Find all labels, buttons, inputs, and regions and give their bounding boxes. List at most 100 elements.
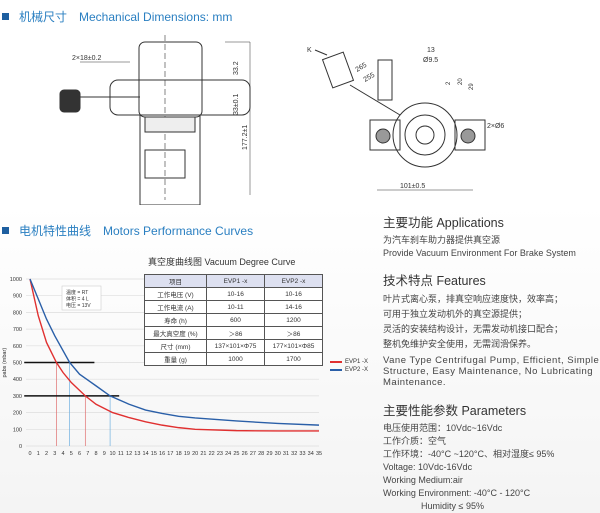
y-tick-label: 100 [13,427,22,433]
x-tick-label: 10 [110,451,116,457]
x-tick-label: 32 [291,451,297,457]
svg-text:Ø9.5: Ø9.5 [423,57,438,64]
x-tick-label: 20 [192,451,198,457]
table-cell: 最大真空度 (%) [144,326,207,340]
y-tick-label: 900 [13,294,22,300]
x-tick-label: 21 [200,451,206,457]
series-line-2 [29,278,320,426]
x-tick-label: 19 [184,451,190,457]
table-cell: EVP2 -x [264,274,323,288]
condition-text: 温度 = RT [66,289,88,296]
table-header-row: 项目 EVP1 -x EVP2 -x [144,274,323,288]
x-tick-label: 22 [209,451,215,457]
y-axis-label: pabs (mbar) [2,348,8,378]
x-tick-label: 3 [53,451,56,457]
table-cell: 10-11 [206,300,265,314]
x-tick-label: 0 [28,451,31,457]
x-tick-label: 5 [70,451,73,457]
right-panel: 主要功能 Applications 为汽车刹车助力器提供真空源 Provide … [383,212,600,513]
svg-text:2×Ø6: 2×Ø6 [487,123,504,130]
svg-text:101±0.5: 101±0.5 [400,183,425,190]
chart-title: 真空度曲线图 Vacuum Degree Curve [148,257,296,267]
y-tick-label: 300 [13,394,22,400]
svg-text:33±0.1: 33±0.1 [233,94,240,115]
x-tick-label: 12 [126,451,132,457]
svg-text:2: 2 [446,81,452,85]
x-tick-label: 23 [217,451,223,457]
pump-top-view-drawing: K 265 255 13 Ø9.5 2 20 29 2×Ø6 101±0.5 [307,47,504,191]
svg-text:255: 255 [363,72,377,84]
table-cell: 1200 [264,313,323,327]
svg-text:13: 13 [427,47,435,54]
table-cell: 10-16 [264,287,323,301]
perf-section-header: 电机特性曲线 Motors Performance Curves [2,222,253,239]
x-tick-label: 14 [143,451,149,457]
y-tick-label: 800 [13,310,22,316]
y-tick-label: 1000 [10,277,22,283]
x-tick-label: 16 [159,451,165,457]
y-tick-label: 700 [13,327,22,333]
legend-item: EVP2 -X [330,366,368,374]
x-tick-label: 35 [316,451,322,457]
legend-item: EVP1 -X [330,358,368,366]
table-cell: EVP1 -x [206,274,265,288]
table-cell: ＞86 [206,326,265,340]
svg-text:33.2: 33.2 [233,61,240,75]
legend-swatch [330,361,342,363]
table-cell: 寿命 (h) [144,313,207,327]
legend-label: EVP2 -X [345,367,369,373]
y-tick-label: 500 [13,361,22,367]
spec-table: 项目 EVP1 -x EVP2 -x 工作电压 (V) 10-16 10-16 工作电流 (… [144,274,323,366]
x-tick-label: 17 [167,451,173,457]
table-row: 重量 (g) 1000 1700 [144,352,323,366]
y-tick-label: 400 [13,377,22,383]
table-row: 工作电压 (V) 10-16 10-16 [144,287,323,301]
table-cell: 1000 [206,352,265,366]
x-tick-label: 29 [266,451,272,457]
legend-label: EVP1 -X [345,359,369,365]
y-tick-label: 0 [19,444,22,450]
x-tick-label: 30 [275,451,281,457]
x-tick-label: 31 [283,451,289,457]
svg-text:20: 20 [458,78,464,85]
table-row: 寿命 (h) 600 1200 [144,313,323,327]
table-cell: 600 [206,313,265,327]
x-tick-label: 13 [134,451,140,457]
y-tick-label: 600 [13,344,22,350]
table-cell: 项目 [144,274,207,288]
features-heading: 技术特点 Features [383,274,486,288]
svg-text:177.2±1: 177.2±1 [242,125,249,150]
series-line-1 [29,278,319,432]
x-tick-label: 11 [118,451,124,457]
svg-text:K: K [307,47,312,54]
x-tick-label: 33 [299,451,305,457]
svg-text:29: 29 [469,83,475,90]
x-tick-label: 34 [308,451,314,457]
svg-text:265: 265 [355,62,369,74]
x-tick-label: 6 [78,451,81,457]
x-tick-label: 4 [61,451,64,457]
applications-heading: 主要功能 Applications [383,216,504,230]
table-cell: 10-16 [206,287,265,301]
pump-side-view-drawing: 2×18±0.2 33.2 33±0.1 177.2±1 [59,35,251,205]
x-tick-label: 7 [86,451,89,457]
legend-swatch [330,369,342,371]
parameters-heading: 主要性能参数 Parameters [383,404,527,418]
chart-legend: EVP1 -X EVP2 -X [330,358,368,374]
x-tick-label: 2 [45,451,48,457]
svg-text:2×18±0.2: 2×18±0.2 [72,55,101,62]
table-cell: 137×101×Φ75 [206,339,265,353]
table-cell: 1700 [264,352,323,366]
table-row: 工作电流 (A) 10-11 14-16 [144,300,323,314]
conditions-box [61,285,102,311]
table-cell: 177×101×Φ85 [264,339,323,353]
x-tick-label: 18 [176,451,182,457]
table-row: 尺寸 (mm) 137×101×Φ75 177×101×Φ85 [144,339,323,353]
table-cell: 14-16 [264,300,323,314]
x-tick-label: 26 [242,451,248,457]
x-tick-label: 25 [233,451,239,457]
condition-text: 电压 = 13V [66,302,91,309]
bullet-square-icon [2,227,9,234]
table-row: 最大真空度 (%) ＞86 ＞86 [144,326,323,340]
x-tick-label: 24 [225,451,231,457]
